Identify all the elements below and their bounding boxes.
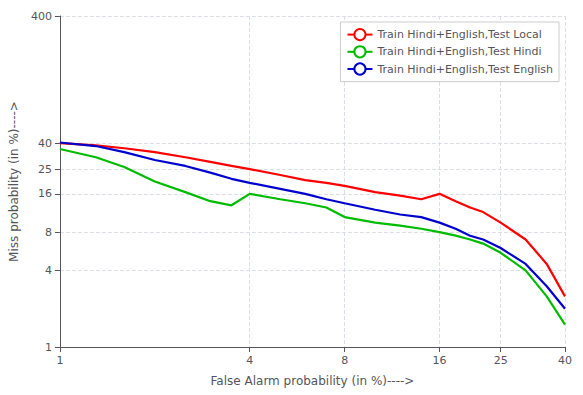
svg-text:Miss probability (in %)---->: Miss probability (in %)----> (7, 101, 21, 262)
svg-text:400: 400 (31, 10, 52, 23)
svg-text:25: 25 (494, 354, 508, 367)
svg-text:8: 8 (45, 226, 52, 239)
svg-text:25: 25 (38, 163, 52, 176)
svg-text:40: 40 (558, 354, 572, 367)
svg-text:4: 4 (45, 264, 52, 277)
svg-text:1: 1 (45, 341, 52, 354)
svg-text:16: 16 (38, 187, 52, 200)
svg-text:4: 4 (246, 354, 253, 367)
svg-text:1: 1 (56, 354, 63, 367)
svg-text:40: 40 (38, 137, 52, 150)
svg-text:16: 16 (433, 354, 447, 367)
svg-text:Train Hindi+English,Test Hindi: Train Hindi+English,Test Hindi (376, 45, 541, 58)
svg-text:False Alarm probability (in %): False Alarm probability (in %)----> (211, 374, 415, 388)
svg-text:Train Hindi+English,Test Engli: Train Hindi+English,Test English (376, 63, 553, 76)
svg-text:Train Hindi+English,Test Local: Train Hindi+English,Test Local (376, 28, 541, 41)
svg-text:8: 8 (341, 354, 348, 367)
